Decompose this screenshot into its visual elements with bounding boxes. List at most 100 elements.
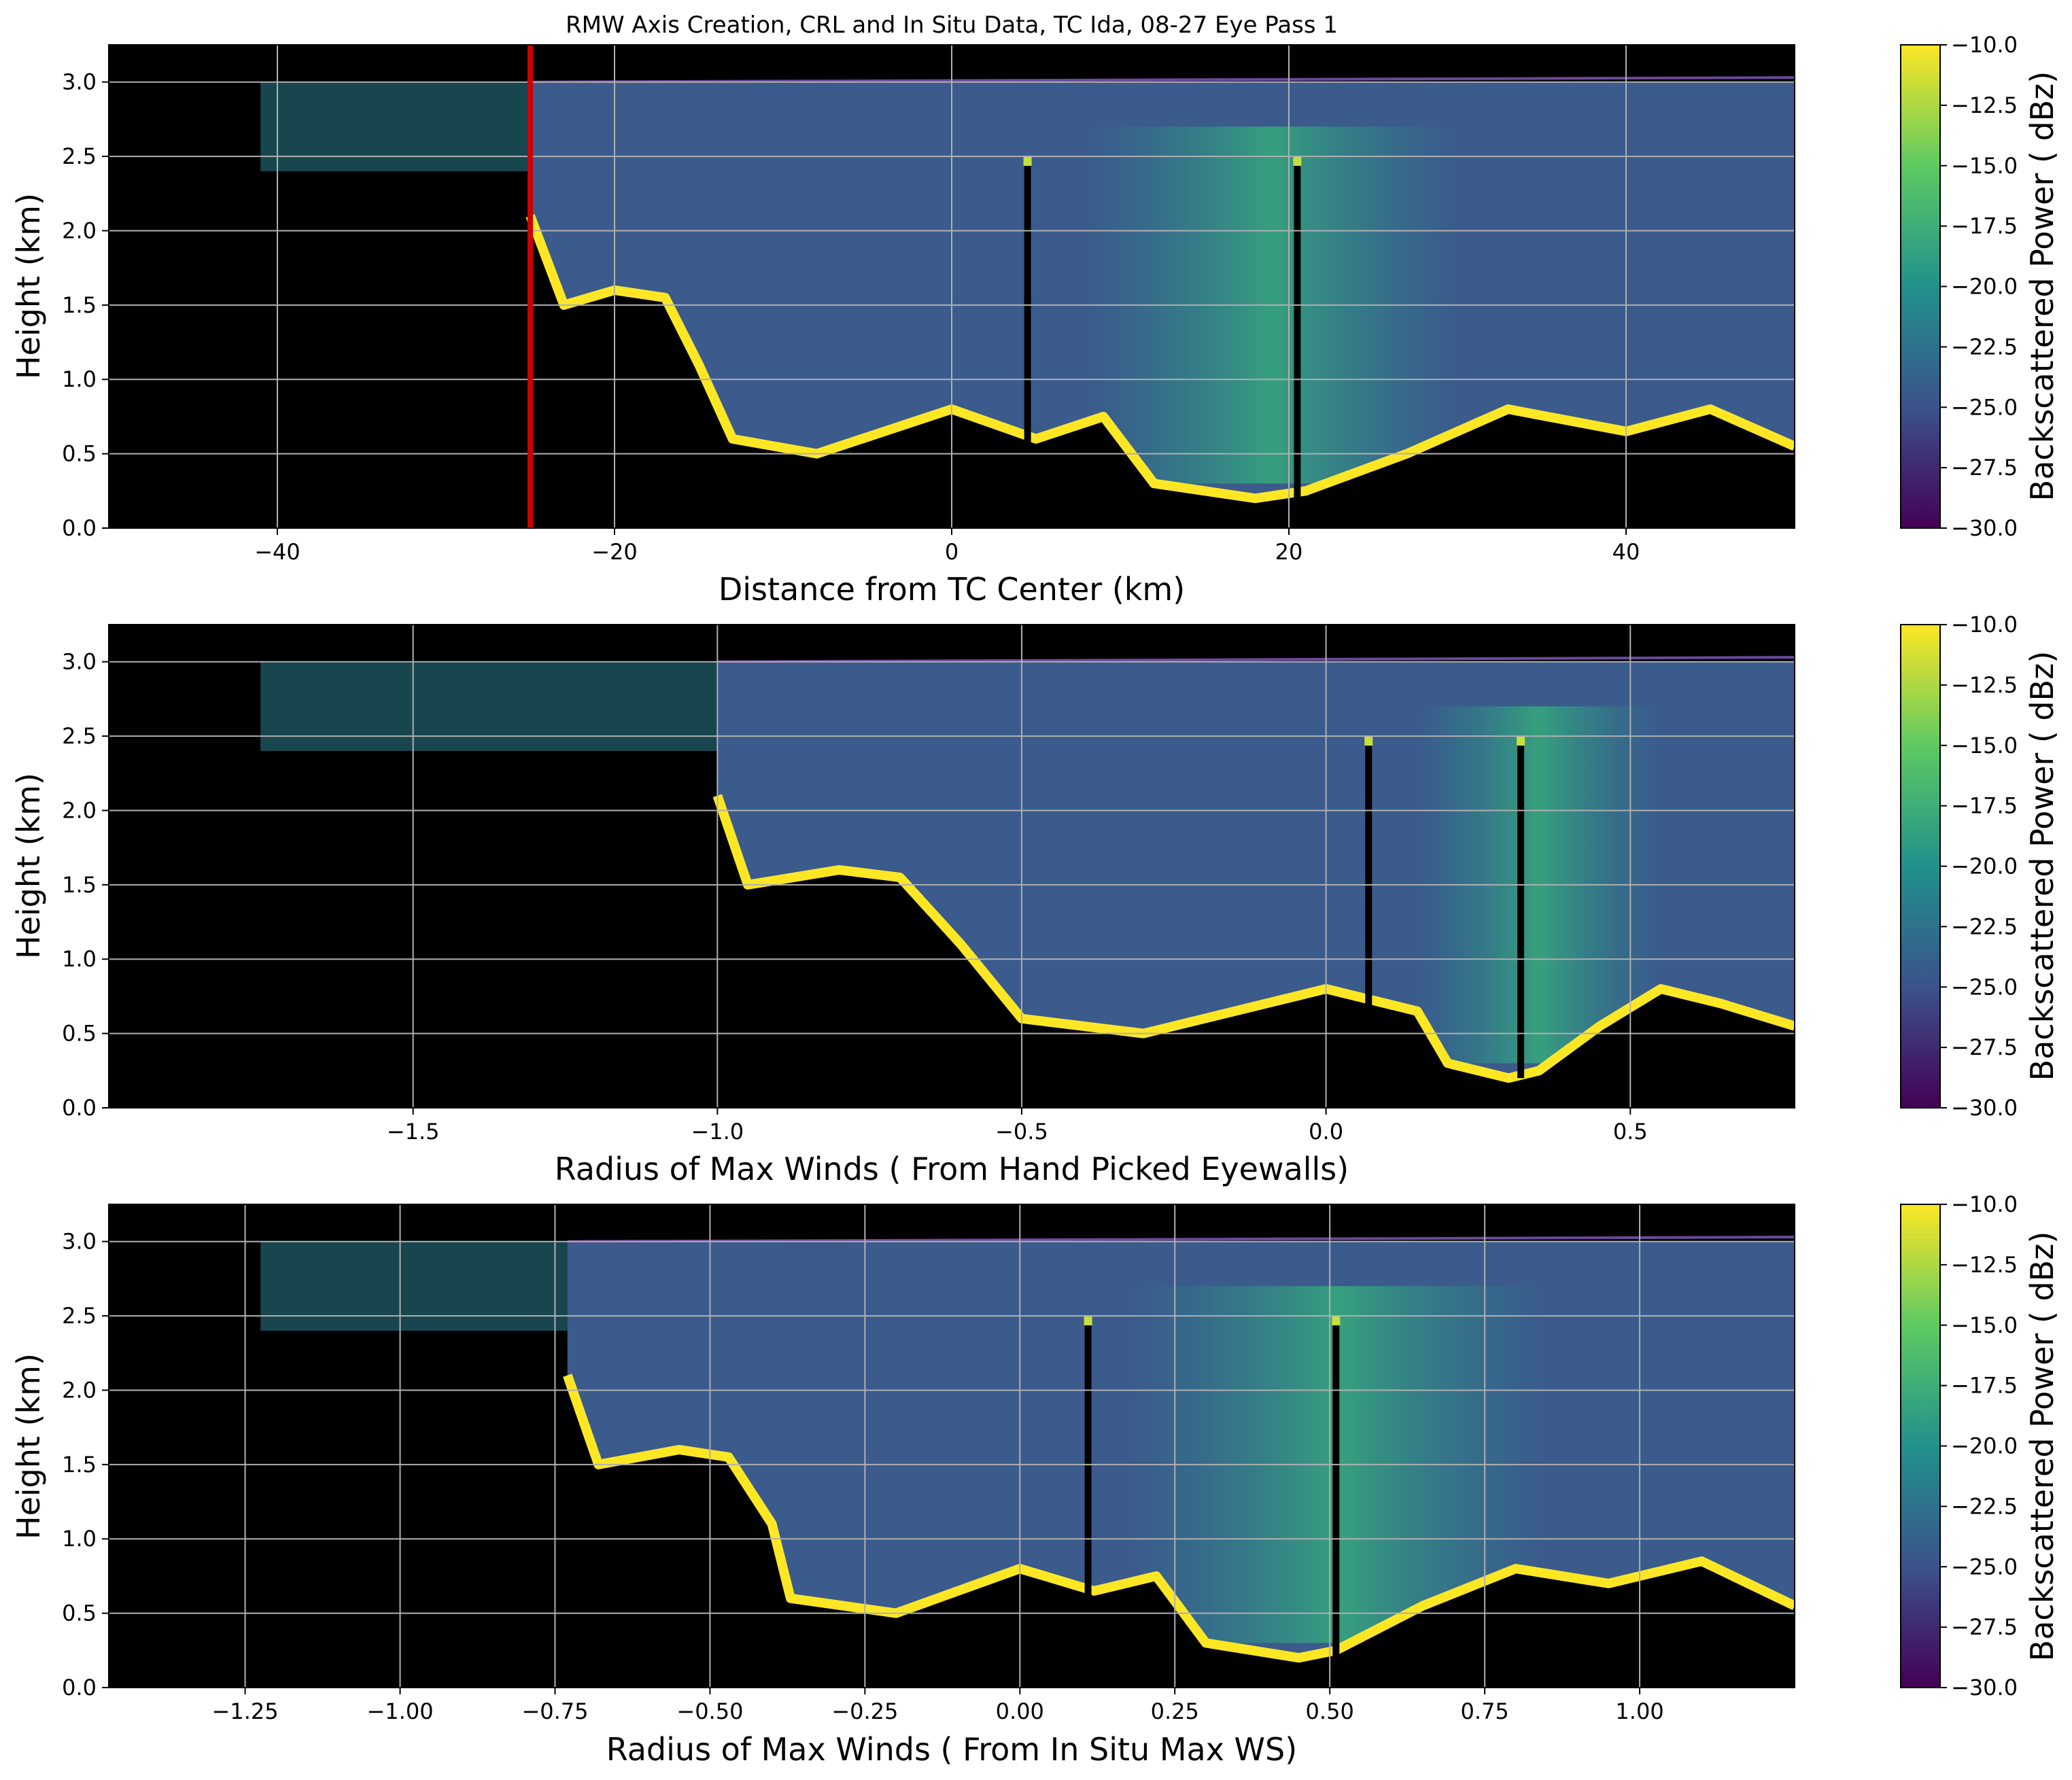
- xtick-label-4: 0.5: [1613, 1119, 1648, 1145]
- colorbar-1: Backscattered Power ( dBz): [1900, 624, 2060, 1109]
- colorbar-1-tick-label-4: −20.0: [1951, 854, 2018, 879]
- ytick-label-1: 0.5: [62, 1021, 97, 1047]
- colorbar-0-tick-label-3: −17.5: [1951, 213, 2018, 239]
- xtick-label-4: −0.25: [831, 1698, 898, 1724]
- ytick-label-1: 0.5: [62, 1601, 97, 1626]
- colorbar-2-tick-label-8: −30.0: [1951, 1675, 2018, 1700]
- xtick-label-4: 40: [1612, 539, 1640, 565]
- xtick-label-6: 0.25: [1151, 1698, 1199, 1724]
- panel-0-ylabel: Height (km): [10, 193, 47, 379]
- colorbar-2-tick-label-2: −15.0: [1951, 1312, 2018, 1338]
- echo-spike-top-0: [1364, 736, 1373, 746]
- colorbar-1-tick-label-1: −12.5: [1951, 672, 2018, 698]
- colorbar-2-tick-label-7: −27.5: [1951, 1614, 2018, 1640]
- ytick-label-5: 2.5: [62, 1303, 97, 1329]
- xtick-label-1: −1.0: [691, 1119, 744, 1145]
- panel-0-xlabel: Distance from TC Center (km): [719, 571, 1185, 608]
- colorbar-1-tick-label-3: −17.5: [1951, 793, 2018, 819]
- colorbar-1-tick-label-0: −10.0: [1951, 612, 2018, 638]
- ytick-label-5: 2.5: [62, 723, 97, 749]
- colorbar-1-label: Backscattered Power ( dBz): [2024, 651, 2060, 1081]
- ytick-label-4: 2.0: [62, 217, 97, 243]
- ytick-label-4: 2.0: [62, 1377, 97, 1403]
- colorbar-0-tick-label-5: −22.5: [1951, 334, 2018, 360]
- echo-spike-0: [1365, 744, 1372, 1079]
- colorbar-1-tick-label-7: −27.5: [1951, 1034, 2018, 1060]
- scattered-cloud-region: [260, 1241, 568, 1331]
- panel-rmw-hand-picked: −1.5 −1.0 −0.5 0.0 0.5 0.0 0.5 1.0 1.5 2.0 2.5 3.0: [62, 624, 1795, 1145]
- ytick-label-3: 1.5: [62, 872, 97, 898]
- surface-echo-line: [525, 214, 1795, 504]
- colorbar-0-tick-label-6: −25.0: [1951, 394, 2018, 420]
- ytick-label-4: 2.0: [62, 797, 97, 823]
- colorbar-0-label: Backscattered Power ( dBz): [2024, 71, 2060, 502]
- ytick-label-6: 3.0: [62, 649, 97, 675]
- xtick-label-5: 0.00: [996, 1698, 1044, 1724]
- xtick-label-3: 20: [1275, 539, 1303, 565]
- below-echo-mask: [567, 1375, 1795, 1688]
- colorbar-0-tick-label-0: −10.0: [1951, 32, 2018, 58]
- echo-spike-0: [1024, 164, 1031, 499]
- cloud-top-line: [717, 656, 1795, 663]
- panel-rmw-in-situ: −1.25 −1.00 −0.75 −0.50 −0.25 0.00 0.25 0.50 0.7…: [62, 1204, 1795, 1724]
- echo-spike-top-0: [1084, 1316, 1092, 1326]
- colorbar-2-tick-label-6: −25.0: [1951, 1554, 2018, 1580]
- colorbar-2-tick-label-4: −20.0: [1951, 1433, 2018, 1459]
- colorbar-1-tick-label-5: −22.5: [1951, 913, 2018, 939]
- echo-spike-1: [1294, 164, 1301, 499]
- echo-spike-1: [1332, 1323, 1340, 1658]
- colorbar-2-gradient: [1900, 1204, 1941, 1688]
- xtick-label-7: 0.50: [1306, 1698, 1354, 1724]
- colorbar-1-tick-label-6: −25.0: [1951, 974, 2018, 1000]
- panel-distance: −40 −20 0 20 40 0.0 0.5 1.0 1.5 2.0 2.5 3.0: [62, 44, 1795, 565]
- ytick-label-0: 0.0: [62, 515, 97, 541]
- below-echo-mask: [717, 795, 1795, 1108]
- colorbar-1-gradient: [1900, 624, 1941, 1109]
- ytick-label-2: 1.0: [62, 1526, 97, 1552]
- colorbar-2-tick-label-5: −22.5: [1951, 1493, 2018, 1519]
- panel-2-ylabel: Height (km): [10, 1353, 47, 1539]
- xtick-label-2: 0: [945, 539, 959, 565]
- echo-spike-top-1: [1293, 156, 1302, 167]
- xtick-label-3: 0.0: [1309, 1119, 1343, 1145]
- colorbar-0: Backscattered Power ( dBz): [1900, 44, 2060, 529]
- ytick-label-1: 0.5: [62, 441, 97, 467]
- colorbar-1-tick-label-8: −30.0: [1951, 1095, 2018, 1121]
- plot-frame: [108, 1204, 1795, 1688]
- colorbar-2-label: Backscattered Power ( dBz): [2024, 1232, 2060, 1662]
- panel-0-plot-area: [109, 45, 1795, 528]
- cloud-top-line: [530, 76, 1795, 84]
- surface-echo-line: [563, 1374, 1795, 1663]
- colorbar-2-tick-label-3: −17.5: [1951, 1373, 2018, 1399]
- scattered-cloud-region: [260, 82, 530, 171]
- panel-2-plot-area: [109, 1204, 1795, 1688]
- xtick-label-8: 0.75: [1460, 1698, 1508, 1724]
- echo-spike-0: [1084, 1323, 1092, 1658]
- ytick-label-3: 1.5: [62, 292, 97, 318]
- ytick-label-6: 3.0: [62, 1229, 97, 1255]
- xtick-label-3: −0.50: [676, 1698, 743, 1724]
- xtick-label-0: −1.25: [212, 1698, 279, 1724]
- xtick-label-0: −40: [254, 539, 300, 565]
- figure-title: RMW Axis Creation, CRL and In Situ Data,…: [566, 12, 1338, 39]
- ytick-label-2: 1.0: [62, 366, 97, 392]
- colorbar-0-tick-label-4: −20.0: [1951, 274, 2018, 300]
- panel-1-xlabel: Radius of Max Winds ( From Hand Picked E…: [555, 1151, 1349, 1187]
- colorbar-0-tick-label-2: −15.0: [1951, 153, 2018, 179]
- ytick-label-0: 0.0: [62, 1095, 97, 1121]
- echo-spike-top-0: [1023, 156, 1032, 167]
- echo-spike-top-1: [1517, 736, 1525, 746]
- echo-spike-top-1: [1332, 1316, 1341, 1326]
- xtick-label-2: −0.75: [521, 1698, 588, 1724]
- colorbar-0-tick-label-8: −30.0: [1951, 515, 2018, 541]
- ytick-label-3: 1.5: [62, 1452, 97, 1478]
- colorbar-0-gradient: [1900, 44, 1941, 529]
- colorbar-2-tick-label-0: −10.0: [1951, 1191, 2018, 1217]
- colorbar-0-tick-label-1: −12.5: [1951, 92, 2018, 118]
- panel-1-plot-area: [109, 625, 1795, 1108]
- colorbar-2-tick-label-1: −12.5: [1951, 1252, 2018, 1278]
- below-echo-mask: [530, 215, 1795, 528]
- colorbar-1-tick-label-2: −15.0: [1951, 733, 2018, 758]
